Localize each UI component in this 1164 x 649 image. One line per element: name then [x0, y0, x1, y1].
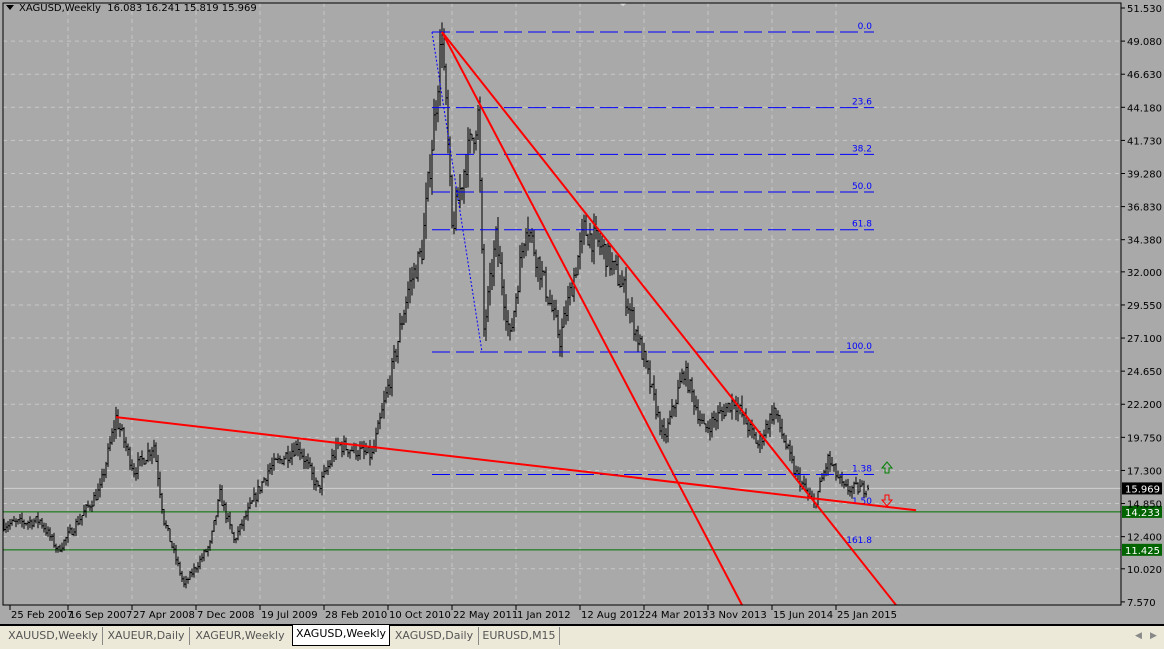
x-tick-label: 27 Apr 2008 — [133, 610, 195, 621]
y-tick-label: 10.020 — [1127, 565, 1162, 576]
ohlc-readout: 16.083 16.241 15.819 15.969 — [107, 3, 257, 14]
scroll-right-icon[interactable]: ▶ — [1150, 631, 1157, 641]
tab-xageur-weekly[interactable]: XAGEUR,Weekly — [195, 629, 285, 642]
x-tick-label: 19 Jul 2009 — [261, 610, 318, 621]
fibo-level-label: 1.50 — [852, 497, 872, 507]
x-tick-label: 25 Jan 2015 — [837, 610, 897, 621]
y-tick-label: 44.180 — [1127, 103, 1162, 114]
x-tick-label: 12 Aug 2012 — [581, 610, 645, 621]
x-tick-label: 22 May 2011 — [453, 610, 518, 621]
y-tick-label: 29.550 — [1127, 301, 1162, 312]
x-tick-label: 3 Nov 2013 — [709, 610, 767, 621]
y-tick-label: 17.300 — [1127, 466, 1162, 477]
y-tick-label: 46.630 — [1127, 70, 1162, 81]
price-bars — [3, 22, 869, 589]
x-tick-label: 10 Oct 2010 — [389, 610, 451, 621]
trendline — [441, 31, 897, 606]
up-arrow-icon — [880, 461, 894, 474]
chart-tabs-bar: XAUUSD,Weekly XAUEUR,Daily XAGEUR,Weekly… — [0, 624, 1164, 649]
y-tick-label: 12.400 — [1127, 533, 1162, 544]
symbol-label: XAGUSD,Weekly — [19, 3, 101, 14]
grid — [3, 3, 1121, 605]
y-tick-label: 32.000 — [1127, 268, 1162, 279]
dropdown-triangle-icon[interactable] — [6, 5, 14, 10]
y-tick-label: 36.830 — [1127, 203, 1162, 214]
x-tick-label: 24 Mar 2013 — [645, 610, 708, 621]
y-tick-label: 24.650 — [1127, 367, 1162, 378]
fibo-level-label: 1.38 — [852, 465, 872, 475]
y-tick-label: 51.530 — [1127, 4, 1162, 15]
x-tick-label: 1 Jan 2012 — [517, 610, 571, 621]
price-axis[interactable]: 51.530 49.080 46.630 44.180 41.730 39.280 36.8… — [1121, 4, 1162, 609]
support-price-label-box — [1122, 543, 1162, 556]
support-price-label: 14.233 — [1125, 508, 1160, 519]
x-tick-label: 7 Dec 2008 — [197, 610, 255, 621]
x-tick-label: 16 Sep 2007 — [69, 610, 132, 621]
fibonacci-retracement[interactable]: 0.0 23.6 38.2 50.0 61.8 100.0 1.38 1.50 161.8 — [431, 22, 874, 546]
trendlines[interactable] — [115, 31, 917, 606]
shift-marker-icon — [619, 3, 627, 6]
fibo-level-label: 161.8 — [846, 536, 872, 546]
tab-xaueur-daily[interactable]: XAUEUR,Daily — [103, 627, 190, 645]
tab-eurusd-m15[interactable]: EURUSD,M15 — [479, 627, 560, 645]
tab-xagusd-daily[interactable]: XAGUSD,Daily — [390, 627, 479, 645]
tab-xauusd-weekly[interactable]: XAUUSD,Weekly — [4, 627, 103, 645]
trade-arrows — [619, 3, 894, 507]
trendline — [115, 416, 917, 512]
y-tick-label: 7.570 — [1127, 598, 1156, 609]
fibo-level-label: 50.0 — [852, 182, 872, 192]
y-tick-label: 34.380 — [1127, 236, 1162, 247]
current-price-label-box — [1122, 482, 1162, 495]
x-tick-label: 15 Jun 2014 — [773, 610, 833, 621]
current-price-label: 15.969 — [1125, 484, 1160, 495]
y-tick-label: 22.200 — [1127, 400, 1162, 411]
fibo-level-label: 23.6 — [852, 98, 872, 108]
fibo-level-label: 61.8 — [852, 220, 872, 230]
x-tick-label: 25 Feb 2007 — [11, 610, 73, 621]
tab-xagusd-weekly[interactable]: XAGUSD,Weekly — [292, 625, 390, 646]
y-tick-label: 39.280 — [1127, 169, 1162, 180]
price-chart[interactable]: 14.233 11.425 0.0 23.6 38.2 50.0 61.8 100.0 1.3… — [0, 0, 1164, 622]
chart-title: XAGUSD,Weekly 16.083 16.241 15.819 15.96… — [6, 3, 257, 14]
y-tick-label: 14.850 — [1127, 500, 1162, 511]
fibo-level-label: 100.0 — [846, 342, 872, 352]
trendline — [441, 31, 743, 606]
fibo-level-label: 38.2 — [852, 144, 872, 154]
support-price-label: 11.425 — [1125, 546, 1160, 557]
horizontal-lines[interactable]: 14.233 11.425 — [3, 487, 1162, 557]
y-tick-label: 27.100 — [1127, 334, 1162, 345]
plot-frame — [2, 2, 1122, 606]
y-tick-label: 49.080 — [1127, 37, 1162, 48]
support-price-label-box — [1122, 505, 1162, 518]
scroll-left-icon[interactable]: ◀ — [1135, 631, 1142, 641]
down-arrow-icon — [880, 494, 894, 507]
fibo-level-label: 0.0 — [858, 22, 873, 32]
y-tick-label: 19.750 — [1127, 433, 1162, 444]
x-tick-label: 28 Feb 2010 — [325, 610, 387, 621]
y-tick-label: 41.730 — [1127, 136, 1162, 147]
